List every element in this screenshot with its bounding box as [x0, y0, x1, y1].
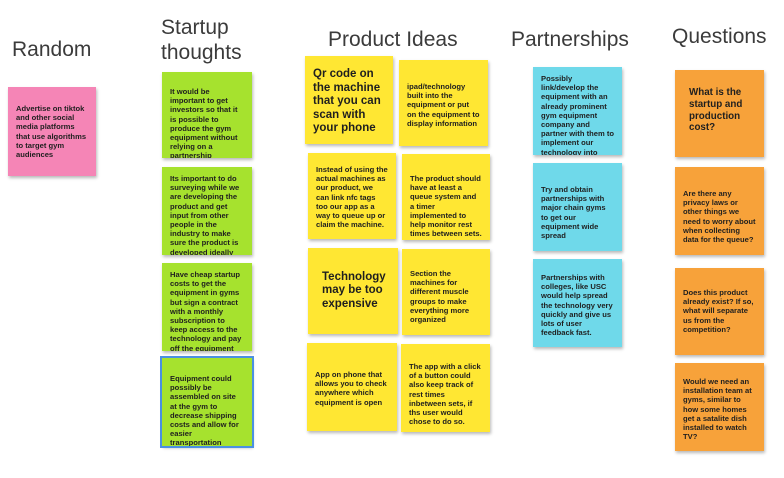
- column-title-startup-thoughts-line1: Startup: [161, 16, 229, 39]
- sticky-note-text: Possibly link/develop the equipment with…: [541, 74, 614, 155]
- sticky-note[interactable]: The app with a click of a button could a…: [401, 344, 490, 432]
- sticky-note[interactable]: Does this product already exist? If so, …: [675, 268, 764, 355]
- sticky-note-text: Technology may be too expensive: [322, 270, 386, 310]
- sticky-note-text: It would be important to get investors s…: [170, 87, 238, 158]
- sticky-note-text: Partnerships with colleges, like USC wou…: [541, 273, 613, 338]
- sticky-note-text: What is the startup and production cost?: [689, 87, 743, 134]
- sticky-note-text: Advertise on tiktok and other social med…: [16, 103, 87, 159]
- sticky-note[interactable]: Qr code on the machine that you can scan…: [305, 56, 393, 144]
- sticky-note-text: Would we need an installation team at gy…: [683, 377, 752, 442]
- sticky-note[interactable]: Try and obtain partnerships with major c…: [533, 163, 622, 251]
- sticky-note-text: Does this product already exist? If so, …: [683, 288, 754, 334]
- sticky-note-text: Have cheap startup costs to get the equi…: [170, 270, 242, 351]
- sticky-note[interactable]: What is the startup and production cost?: [675, 70, 764, 157]
- sticky-note[interactable]: Would we need an installation team at gy…: [675, 363, 764, 451]
- column-title-questions: Questions: [672, 25, 767, 48]
- sticky-note-text: Its important to do surveying while we a…: [170, 174, 240, 255]
- sticky-note[interactable]: Possibly link/develop the equipment with…: [533, 67, 622, 155]
- sticky-note[interactable]: The product should have at least a queue…: [402, 154, 490, 240]
- sticky-note[interactable]: Advertise on tiktok and other social med…: [8, 87, 96, 176]
- sticky-note-text: Equipment could possibly be assembled on…: [170, 374, 239, 446]
- column-title-startup-thoughts-line2: thoughts: [161, 41, 242, 64]
- sticky-note[interactable]: Instead of using the actual machines as …: [308, 153, 396, 239]
- sticky-note-text: Instead of using the actual machines as …: [316, 165, 388, 230]
- sticky-note[interactable]: Partnerships with colleges, like USC wou…: [533, 259, 622, 347]
- column-title-product-ideas: Product Ideas: [328, 28, 458, 51]
- sticky-note-text: The product should have at least a queue…: [410, 174, 482, 239]
- sticky-note[interactable]: Technology may be too expensive: [308, 248, 398, 334]
- sticky-note[interactable]: ipad/technology built into the equipment…: [399, 60, 488, 146]
- sticky-note[interactable]: Have cheap startup costs to get the equi…: [162, 263, 252, 351]
- sticky-note-selected[interactable]: Equipment could possibly be assembled on…: [160, 356, 254, 448]
- sticky-note[interactable]: Its important to do surveying while we a…: [162, 167, 252, 255]
- column-title-partnerships: Partnerships: [511, 28, 629, 51]
- sticky-note-text: Are there any privacy laws or other thin…: [683, 189, 756, 245]
- sticky-note-text: Qr code on the machine that you can scan…: [313, 68, 381, 134]
- sticky-note-text: The app with a click of a button could a…: [409, 362, 481, 427]
- sticky-note-text: App on phone that allows you to check an…: [315, 370, 387, 407]
- sticky-note-text: Try and obtain partnerships with major c…: [541, 185, 606, 241]
- sticky-note[interactable]: App on phone that allows you to check an…: [307, 343, 397, 431]
- sticky-note[interactable]: It would be important to get investors s…: [162, 72, 252, 158]
- sticky-note[interactable]: Are there any privacy laws or other thin…: [675, 167, 764, 255]
- sticky-note-text: ipad/technology built into the equipment…: [407, 82, 480, 128]
- sticky-note-text: Section the machines for different muscl…: [410, 269, 470, 325]
- sticky-note[interactable]: Section the machines for different muscl…: [402, 249, 490, 335]
- column-title-random: Random: [12, 38, 92, 61]
